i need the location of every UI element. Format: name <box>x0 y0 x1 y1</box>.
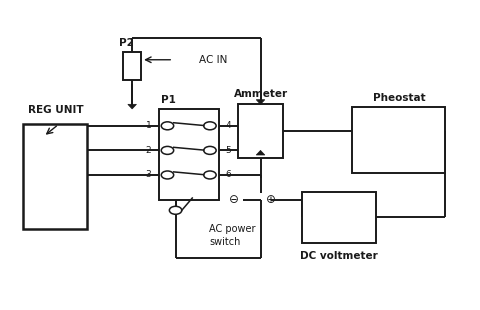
Text: AC power: AC power <box>209 224 255 234</box>
Text: Ammeter: Ammeter <box>233 89 288 99</box>
Bar <box>352 107 445 173</box>
Bar <box>238 104 283 158</box>
Text: ⊕: ⊕ <box>266 193 276 206</box>
Text: P2: P2 <box>119 38 134 48</box>
Bar <box>23 124 87 229</box>
Circle shape <box>161 171 174 179</box>
Text: AC IN: AC IN <box>199 55 228 65</box>
Text: 2: 2 <box>145 146 151 155</box>
Text: P1: P1 <box>161 95 176 105</box>
Circle shape <box>204 171 216 179</box>
Text: 1: 1 <box>145 121 151 130</box>
Circle shape <box>169 206 182 214</box>
Circle shape <box>204 146 216 154</box>
Text: 3: 3 <box>145 170 151 179</box>
Circle shape <box>204 122 216 130</box>
Polygon shape <box>256 150 265 155</box>
Text: REG UNIT: REG UNIT <box>27 105 83 115</box>
Text: DC voltmeter: DC voltmeter <box>300 251 378 261</box>
Polygon shape <box>256 100 265 104</box>
Bar <box>302 192 376 242</box>
Circle shape <box>161 122 174 130</box>
Bar <box>159 109 218 200</box>
Text: Pheostat: Pheostat <box>372 93 425 103</box>
Text: ⊖: ⊖ <box>229 193 239 206</box>
Polygon shape <box>128 104 136 109</box>
Text: 6: 6 <box>225 170 231 179</box>
Circle shape <box>161 146 174 154</box>
Text: switch: switch <box>209 237 240 247</box>
Text: 5: 5 <box>225 146 231 155</box>
Bar <box>123 52 141 80</box>
Text: 4: 4 <box>225 121 231 130</box>
